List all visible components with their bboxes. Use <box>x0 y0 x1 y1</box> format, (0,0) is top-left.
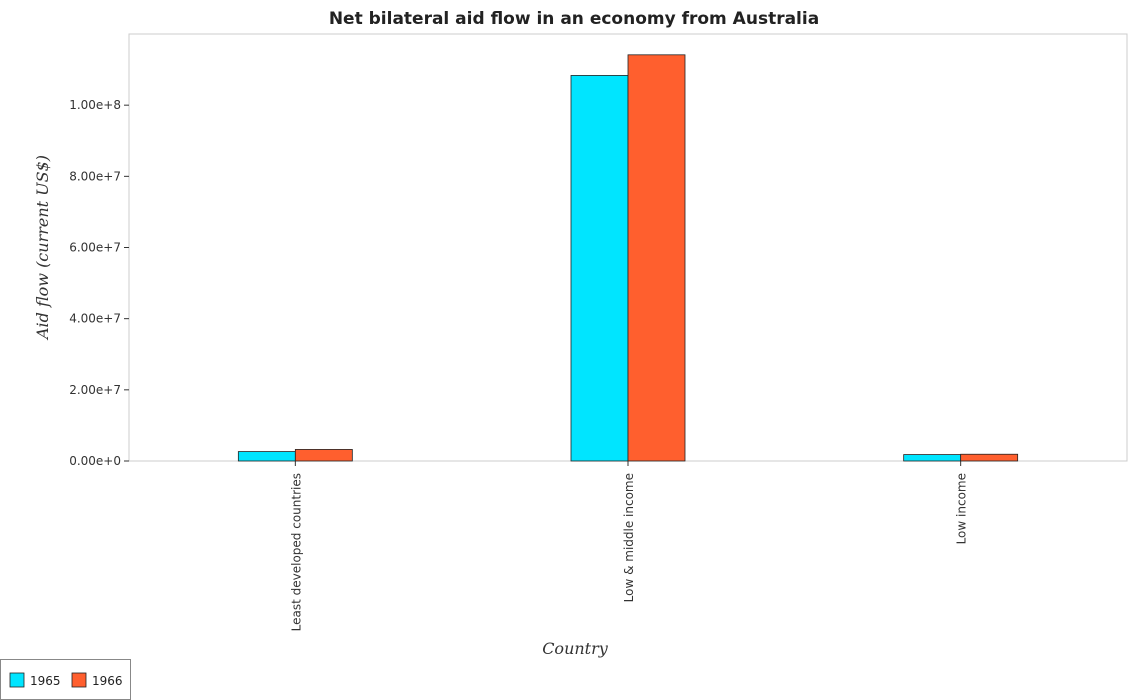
y-tick-label: 8.00e+7 <box>69 169 121 183</box>
x-axis-label: Country <box>542 639 609 658</box>
legend-swatch-1966 <box>71 672 87 688</box>
bar-1965 <box>570 75 629 462</box>
bar-1966 <box>294 449 353 462</box>
y-tick-label: 6.00e+7 <box>69 241 121 255</box>
x-tick-label: Least developed countries <box>289 473 303 631</box>
legend-swatch-1965 <box>9 672 25 688</box>
bar-1966 <box>627 54 686 462</box>
y-tick-label: 0.00e+0 <box>69 454 121 468</box>
y-tick-label: 1.00e+8 <box>69 98 121 112</box>
bar-1965 <box>237 451 296 462</box>
legend-label-1966: 1966 <box>92 674 123 688</box>
plot-area: 0.00e+0 2.00e+7 4.00e+7 6.00e+7 8.00e+7 1.00e… <box>69 33 1128 631</box>
x-tick-label: Low & middle income <box>622 473 636 602</box>
legend: 1965 1966 <box>0 659 131 700</box>
bar-1966 <box>960 453 1019 462</box>
legend-box <box>0 659 131 700</box>
bar-1965 <box>903 454 962 462</box>
legend-label-1965: 1965 <box>30 674 61 688</box>
y-tick-label: 2.00e+7 <box>69 383 121 397</box>
y-tick-label: 4.00e+7 <box>69 312 121 326</box>
x-tick-label: Low income <box>955 473 969 544</box>
chart-title: Net bilateral aid flow in an economy fro… <box>329 9 819 29</box>
y-axis-label: Aid flow (current US$) <box>33 155 52 341</box>
